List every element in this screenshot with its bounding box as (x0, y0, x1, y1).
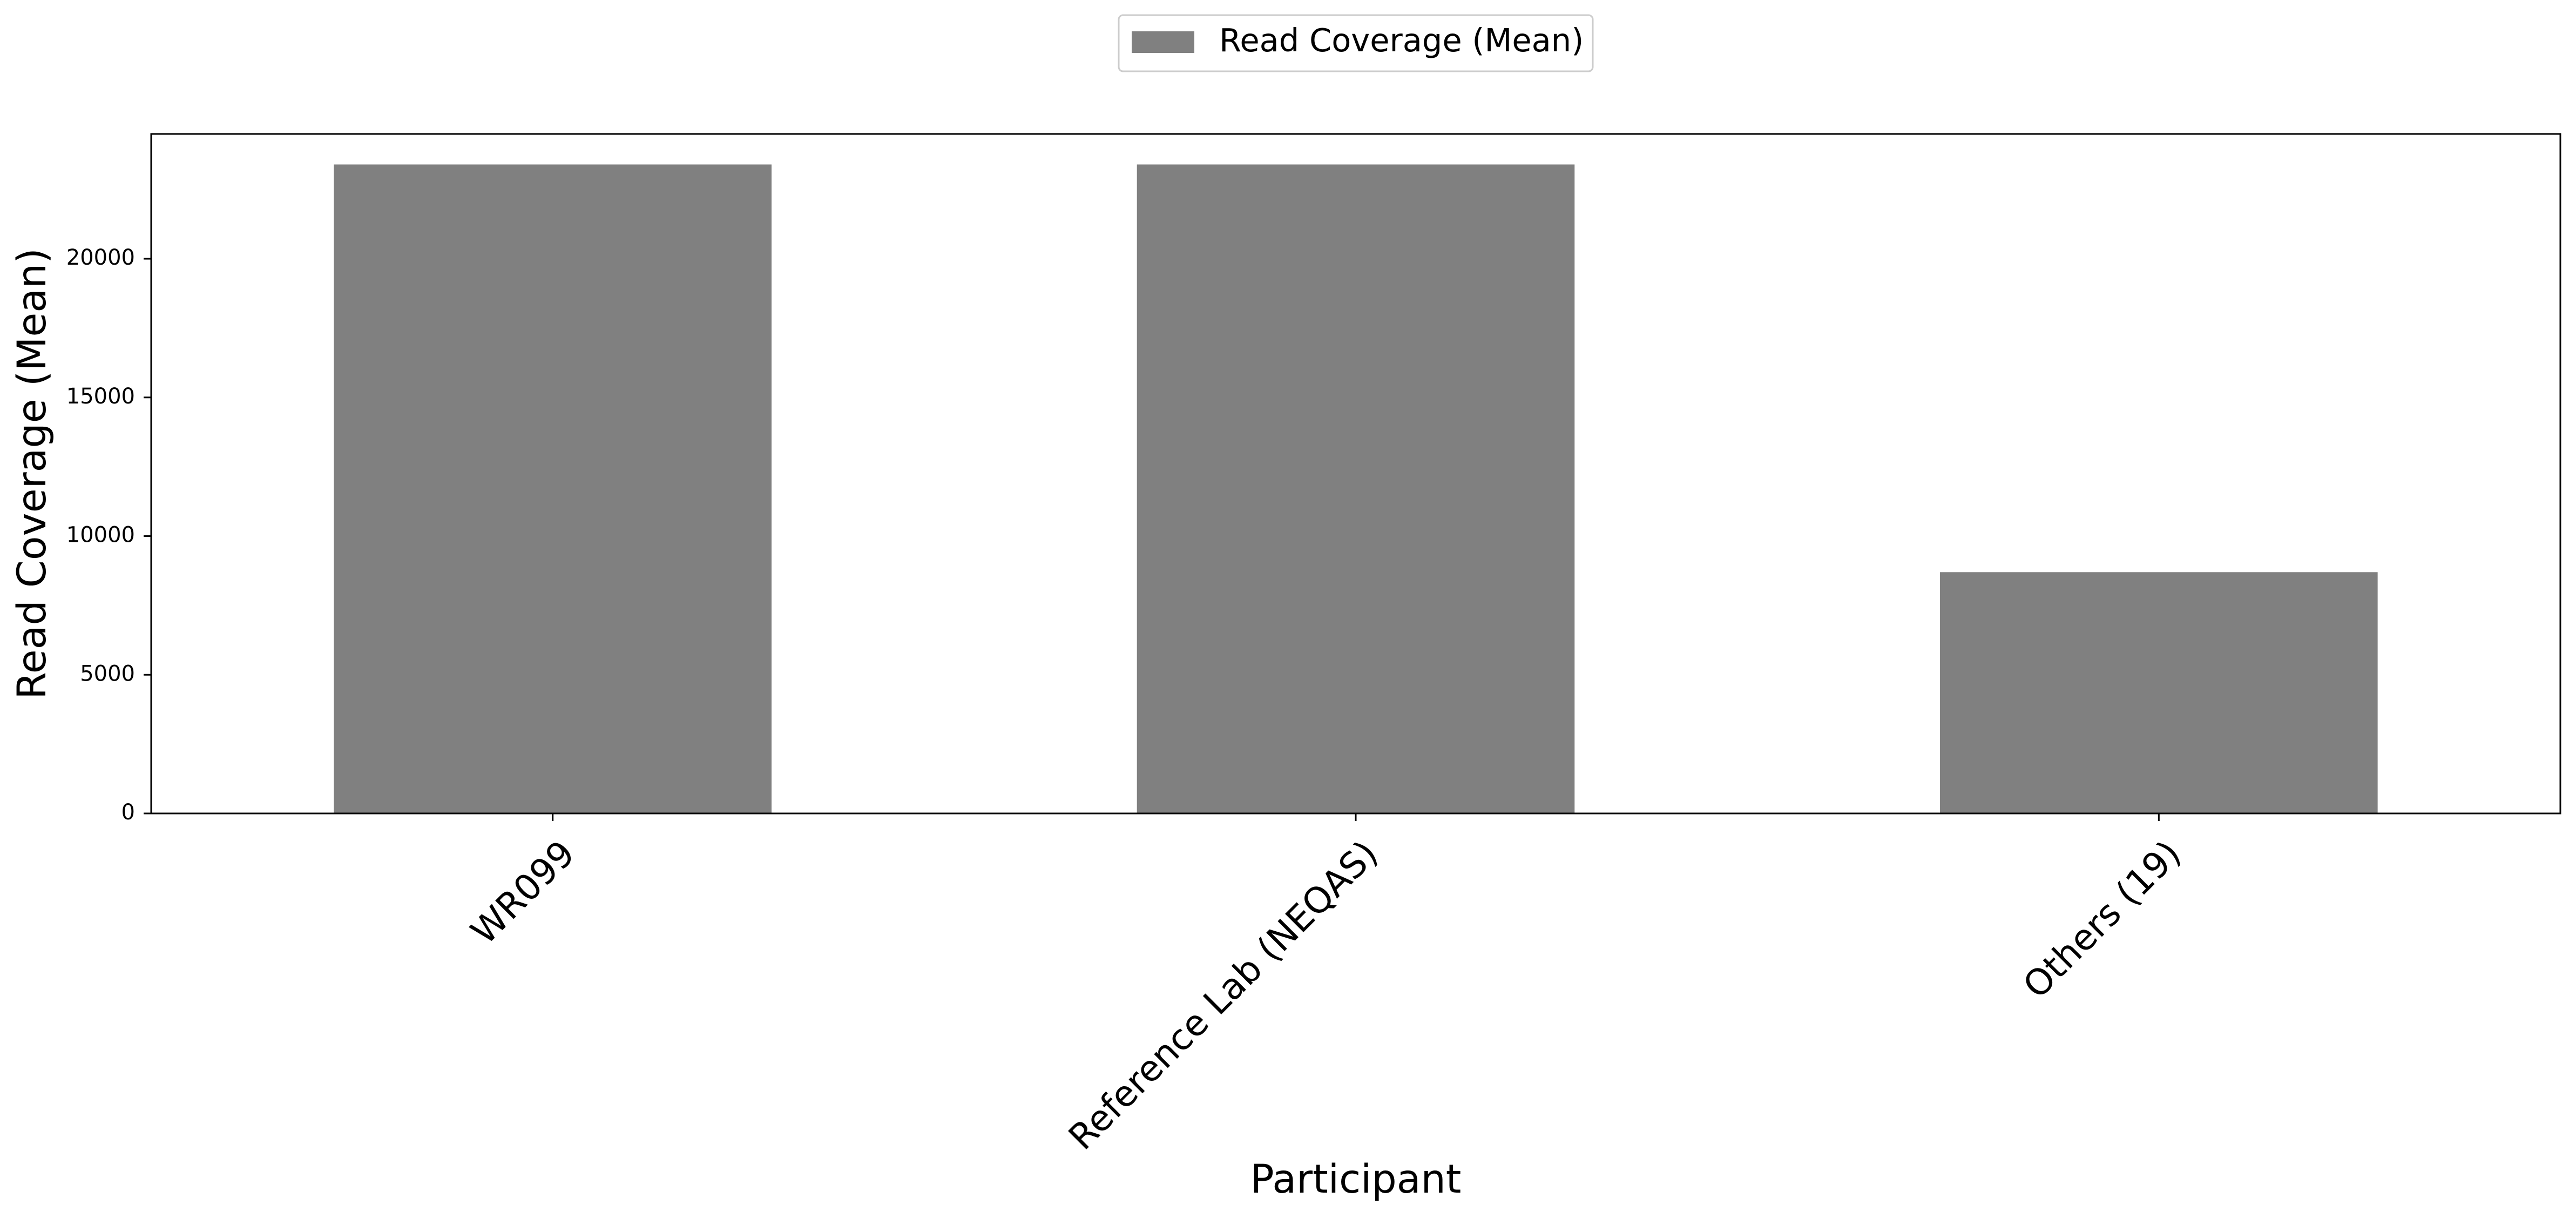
y-axis-label: Read Coverage (Mean) (9, 248, 55, 699)
legend: Read Coverage (Mean) (1118, 14, 1594, 72)
bar-2 (1940, 572, 2378, 813)
plot-frame (150, 133, 2561, 815)
x-axis-label: Participant (1250, 1156, 1462, 1202)
legend-swatch (1132, 31, 1194, 53)
bar-1 (1137, 164, 1575, 813)
y-tick-label-0: 0 (121, 800, 135, 825)
bar-0 (334, 164, 772, 813)
legend-box (1118, 14, 1594, 72)
bars-layer (334, 164, 2378, 813)
y-axis: 0 5000 10000 15000 20000 (66, 245, 151, 825)
legend-label: Read Coverage (Mean) (1219, 22, 1584, 59)
y-tick-label-3: 15000 (66, 384, 135, 409)
y-tick-label-4: 20000 (66, 245, 135, 270)
y-tick-label-1: 5000 (80, 661, 135, 686)
y-tick-label-2: 10000 (66, 523, 135, 548)
